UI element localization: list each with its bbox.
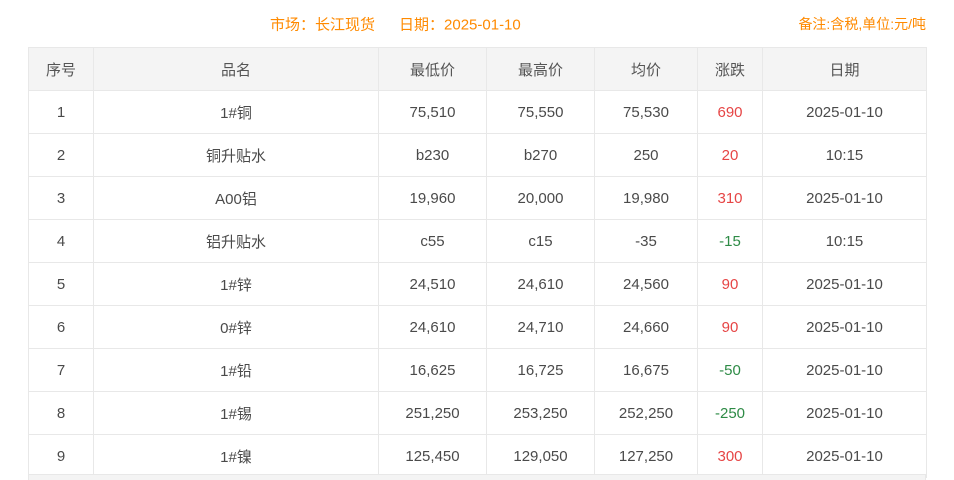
cell-avg-price: 19,980: [594, 176, 698, 220]
next-section-partial-edge: [28, 474, 926, 480]
cell-date: 2025-01-10: [762, 305, 927, 349]
note-label: 备注:含税,单位:元/吨: [798, 15, 926, 32]
cell-avg-price: -35: [594, 219, 698, 263]
cell-avg-price: 127,250: [594, 434, 698, 478]
table-row: 1 1#铜 75,510 75,550 75,530 690 2025-01-10: [28, 90, 927, 134]
cell-change: -15: [697, 219, 763, 263]
cell-change: 20: [697, 133, 763, 177]
cell-high-price: 253,250: [486, 391, 595, 435]
cell-change: 90: [697, 305, 763, 349]
price-table-body: 1 1#铜 75,510 75,550 75,530 690 2025-01-10 2 铜升贴水…: [28, 90, 927, 478]
cell-change: 90: [697, 262, 763, 306]
cell-avg-price: 24,660: [594, 305, 698, 349]
cell-low-price: 251,250: [378, 391, 487, 435]
cell-date: 10:15: [762, 133, 927, 177]
cell-low-price: 24,510: [378, 262, 487, 306]
cell-serial: 6: [28, 305, 94, 349]
cell-high-price: 129,050: [486, 434, 595, 478]
cell-avg-price: 75,530: [594, 90, 698, 134]
cell-high-price: 24,710: [486, 305, 595, 349]
cell-product: 1#锌: [93, 262, 379, 306]
market-label: 市场：长江现货: [270, 16, 376, 33]
column-header: 品名: [93, 47, 379, 91]
cell-product: A00铝: [93, 176, 379, 220]
cell-product: 铜升贴水: [93, 133, 379, 177]
cell-change: -250: [697, 391, 763, 435]
cell-low-price: c55: [378, 219, 487, 263]
cell-product: 1#镍: [93, 434, 379, 478]
cell-avg-price: 16,675: [594, 348, 698, 392]
cell-serial: 9: [28, 434, 94, 478]
cell-date: 2025-01-10: [762, 434, 927, 478]
table-row: 8 1#锡 251,250 253,250 252,250 -250 2025-01-10: [28, 391, 927, 435]
cell-date: 2025-01-10: [762, 262, 927, 306]
column-header: 最低价: [378, 47, 487, 91]
cell-change: -50: [697, 348, 763, 392]
cell-date: 2025-01-10: [762, 176, 927, 220]
price-table-head: 序号 品名 最低价 最高价 均价 涨跌 日期: [28, 47, 927, 91]
table-header-row: 序号 品名 最低价 最高价 均价 涨跌 日期: [28, 47, 927, 91]
cell-date: 10:15: [762, 219, 927, 263]
cell-low-price: 75,510: [378, 90, 487, 134]
table-row: 4 铝升贴水 c55 c15 -35 -15 10:15: [28, 219, 927, 263]
table-row: 6 0#锌 24,610 24,710 24,660 90 2025-01-10: [28, 305, 927, 349]
table-row: 7 1#铅 16,625 16,725 16,675 -50 2025-01-10: [28, 348, 927, 392]
column-header: 均价: [594, 47, 698, 91]
cell-date: 2025-01-10: [762, 391, 927, 435]
cell-serial: 4: [28, 219, 94, 263]
cell-date: 2025-01-10: [762, 90, 927, 134]
column-header: 最高价: [486, 47, 595, 91]
cell-low-price: 24,610: [378, 305, 487, 349]
cell-change: 300: [697, 434, 763, 478]
cell-product: 1#铅: [93, 348, 379, 392]
cell-low-price: 16,625: [378, 348, 487, 392]
cell-product: 1#锡: [93, 391, 379, 435]
column-header: 日期: [762, 47, 927, 91]
cell-low-price: 19,960: [378, 176, 487, 220]
table-row: 2 铜升贴水 b230 b270 250 20 10:15: [28, 133, 927, 177]
cell-change: 690: [697, 90, 763, 134]
column-header: 序号: [28, 47, 94, 91]
date-label: 日期：2025-01-10: [399, 16, 521, 33]
cell-serial: 8: [28, 391, 94, 435]
cell-change: 310: [697, 176, 763, 220]
cell-serial: 2: [28, 133, 94, 177]
cell-high-price: 24,610: [486, 262, 595, 306]
cell-high-price: 75,550: [486, 90, 595, 134]
table-row: 9 1#镍 125,450 129,050 127,250 300 2025-01-10: [28, 434, 927, 478]
cell-low-price: b230: [378, 133, 487, 177]
price-table: 序号 品名 最低价 最高价 均价 涨跌 日期 1 1#铜 75,510 75,550 75,530 6…: [28, 47, 927, 478]
cell-product: 铝升贴水: [93, 219, 379, 263]
cell-serial: 1: [28, 90, 94, 134]
column-header: 涨跌: [697, 47, 763, 91]
report-header: 市场：长江现货 日期：2025-01-10 备注:含税,单位:元/吨: [0, 0, 954, 47]
cell-high-price: b270: [486, 133, 595, 177]
cell-serial: 7: [28, 348, 94, 392]
cell-avg-price: 24,560: [594, 262, 698, 306]
table-row: 5 1#锌 24,510 24,610 24,560 90 2025-01-10: [28, 262, 927, 306]
cell-high-price: 20,000: [486, 176, 595, 220]
cell-avg-price: 252,250: [594, 391, 698, 435]
cell-serial: 3: [28, 176, 94, 220]
market-date-title: 市场：长江现货 日期：2025-01-10: [270, 13, 521, 34]
cell-product: 0#锌: [93, 305, 379, 349]
cell-high-price: 16,725: [486, 348, 595, 392]
table-row: 3 A00铝 19,960 20,000 19,980 310 2025-01-10: [28, 176, 927, 220]
cell-low-price: 125,450: [378, 434, 487, 478]
cell-high-price: c15: [486, 219, 595, 263]
cell-product: 1#铜: [93, 90, 379, 134]
cell-date: 2025-01-10: [762, 348, 927, 392]
cell-serial: 5: [28, 262, 94, 306]
cell-avg-price: 250: [594, 133, 698, 177]
